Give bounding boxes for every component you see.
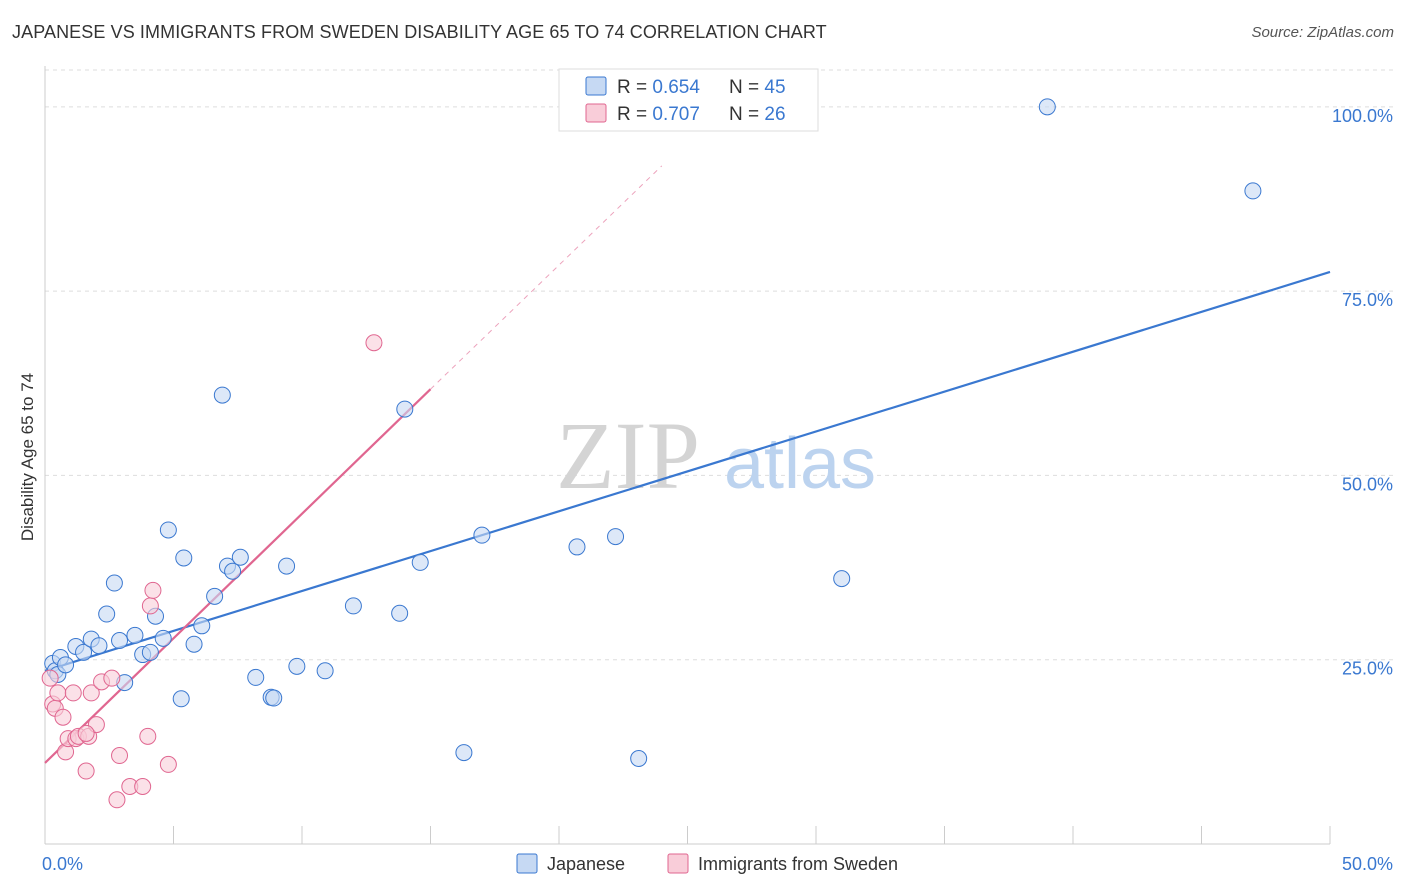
- legend-swatch-sweden: [667, 853, 689, 874]
- japanese-point: [411, 553, 429, 571]
- japanese-point: [175, 549, 193, 567]
- japanese-point: [206, 587, 224, 605]
- legend-top-n-label-1: N =: [729, 77, 764, 98]
- japanese-point: [1038, 98, 1056, 116]
- x-tick-label: 50.0%: [1342, 854, 1393, 874]
- japanese-point: [98, 605, 116, 623]
- sweden-point: [49, 684, 67, 702]
- japanese-point: [57, 656, 75, 674]
- svg-text:N = 45: N = 45: [729, 77, 786, 98]
- sweden-point: [64, 684, 82, 702]
- japanese-point: [1244, 182, 1262, 200]
- sweden-point: [144, 581, 162, 599]
- japanese-point: [172, 690, 190, 708]
- sweden-point: [77, 762, 95, 780]
- japanese-point: [344, 597, 362, 615]
- japanese-point: [105, 574, 123, 592]
- grid-layer: [45, 69, 1395, 661]
- legend-top-swatch-sweden: [585, 103, 607, 123]
- japanese-point: [833, 570, 851, 588]
- legend-top-r-value-2: 0.707: [652, 104, 700, 125]
- legend-top-r-label-1: R =: [617, 77, 652, 98]
- y-axis-title: Disability Age 65 to 74: [18, 373, 37, 541]
- japanese-point: [473, 526, 491, 544]
- x-tick-label: 0.0%: [42, 854, 83, 874]
- sweden-point: [134, 778, 152, 796]
- legend-label-sweden: Immigrants from Sweden: [698, 854, 898, 874]
- sweden-point: [108, 791, 126, 809]
- legend-top-n-value-2: 26: [764, 104, 785, 125]
- axes-layer: [44, 66, 1331, 845]
- sweden-point: [139, 727, 157, 745]
- sweden-point: [82, 684, 100, 702]
- japanese-point: [568, 538, 586, 556]
- japanese-point: [265, 689, 283, 707]
- legend-top: R = 0.654 N = 45 R = 0.707 N = 26: [558, 68, 819, 132]
- japanese-point: [396, 400, 414, 418]
- legend-top-swatch-japanese: [585, 76, 607, 96]
- watermark-zip: ZIP: [556, 402, 700, 509]
- sweden-point: [54, 708, 72, 726]
- sweden-point: [365, 334, 383, 352]
- y-tick-label: 75.0%: [1342, 290, 1393, 310]
- japanese-point: [141, 643, 159, 661]
- y-tick-label: 50.0%: [1342, 474, 1393, 494]
- japanese-point: [154, 629, 172, 647]
- japanese-point: [159, 521, 177, 539]
- japanese-point: [288, 657, 306, 675]
- japanese-point: [607, 528, 625, 546]
- y-tick-label: 100.0%: [1332, 106, 1393, 126]
- sweden-point: [41, 669, 59, 687]
- japanese-point: [391, 604, 409, 622]
- japanese-point: [247, 668, 265, 686]
- svg-text:N = 26: N = 26: [729, 104, 786, 125]
- labels-layer: 25.0% 50.0% 75.0% 100.0% 0.0% 50.0%: [42, 106, 1393, 874]
- sweden-point: [111, 747, 129, 765]
- japanese-point: [231, 548, 249, 566]
- sweden-point: [141, 597, 159, 615]
- japanese-point: [193, 617, 211, 635]
- japanese-point: [75, 643, 93, 661]
- japanese-point: [278, 557, 296, 575]
- watermark: ZIP atlas: [556, 402, 876, 509]
- sweden-point: [159, 755, 177, 773]
- points-layer: [41, 98, 1262, 809]
- legend-bottom: Japanese Immigrants from Sweden: [516, 853, 898, 874]
- trend-extension-sweden: [430, 165, 663, 390]
- svg-text:R = 0.654: R = 0.654: [617, 77, 700, 98]
- legend-top-r-value-1: 0.654: [652, 77, 700, 98]
- source-label: Source: ZipAtlas.com: [1251, 24, 1394, 41]
- japanese-point: [111, 632, 129, 650]
- trend-line-japanese: [44, 270, 1331, 672]
- legend-top-n-value-1: 45: [764, 77, 785, 98]
- japanese-point: [224, 562, 242, 580]
- japanese-point: [90, 637, 108, 655]
- chart-title: JAPANESE VS IMMIGRANTS FROM SWEDEN DISAB…: [12, 22, 827, 42]
- japanese-point: [213, 386, 231, 404]
- sweden-point: [103, 669, 121, 687]
- japanese-point: [316, 662, 334, 680]
- japanese-point: [455, 744, 473, 762]
- japanese-point: [126, 626, 144, 644]
- legend-top-n-label-2: N =: [729, 104, 764, 125]
- sweden-point: [77, 724, 95, 742]
- japanese-point: [630, 749, 648, 767]
- y-tick-label: 25.0%: [1342, 659, 1393, 679]
- legend-top-r-label-2: R =: [617, 104, 652, 125]
- legend-swatch-japanese: [516, 853, 538, 874]
- japanese-point: [185, 635, 203, 653]
- legend-label-japanese: Japanese: [547, 854, 625, 874]
- svg-text:R = 0.707: R = 0.707: [617, 104, 700, 125]
